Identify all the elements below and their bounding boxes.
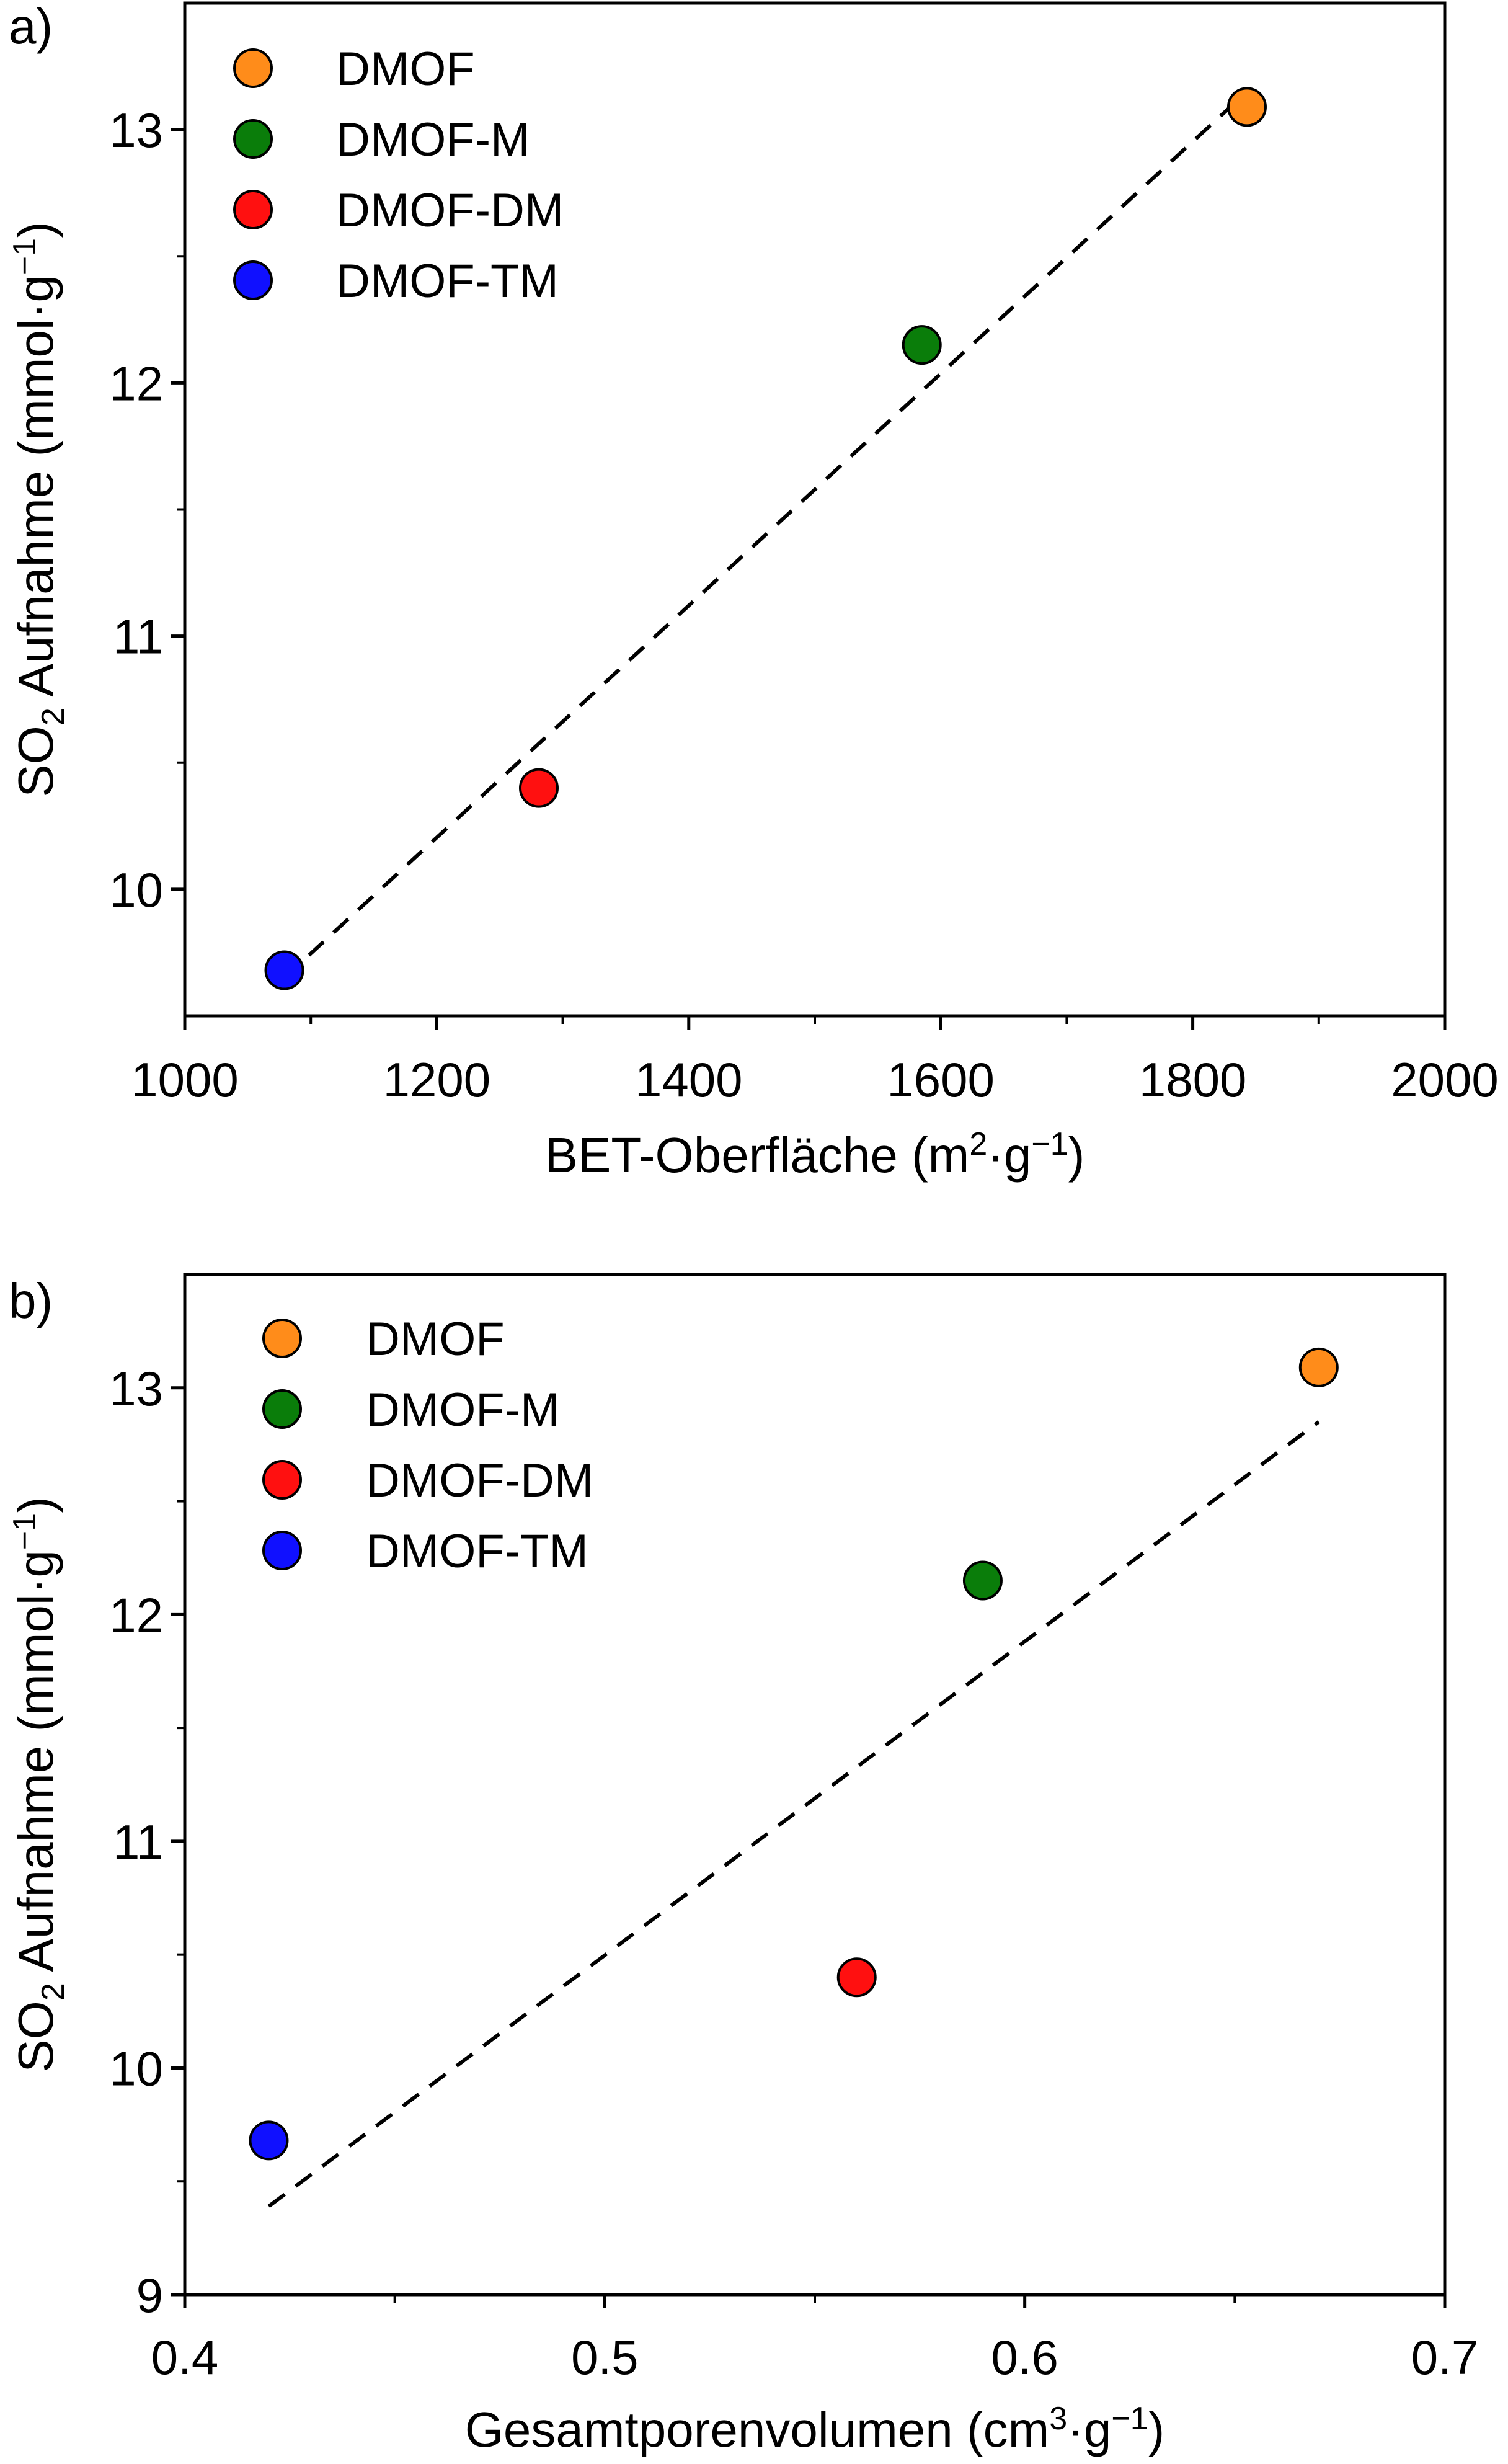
legend-marker [233, 260, 273, 300]
chart-panel-a: a)1000 1200 1400 1600 1800 200010111213DMOFDM… [7, 0, 1499, 1183]
legend-marker [262, 1389, 302, 1429]
x-tick-label: 0.7 [1411, 2330, 1478, 2385]
data-point-dmof-m [962, 1560, 1003, 1601]
x-tick-label: 2000 [1391, 1052, 1499, 1107]
y-tick-label: 12 [109, 1588, 163, 1642]
legend-marker [262, 1319, 302, 1358]
x-axis-label: Gesamtporenvolumen (cm3·g−1) [465, 2401, 1165, 2457]
y-tick-label: 12 [109, 356, 163, 411]
data-point-dmof-tm [264, 950, 304, 990]
y-axis-label: SO2 Aufnahme (mmol·g−1) [7, 221, 71, 798]
x-tick-label: 1800 [1139, 1052, 1247, 1107]
legend-marker [262, 1460, 302, 1500]
x-tick-label: 1600 [887, 1052, 995, 1107]
panel-label: a) [9, 0, 53, 54]
legend-marker [233, 48, 273, 88]
x-tick-label: 1000 [131, 1052, 239, 1107]
panel-label: b) [9, 1273, 53, 1328]
y-axis-label: SO2 Aufnahme (mmol·g−1) [7, 1497, 71, 2073]
x-tick-label: 1400 [635, 1052, 743, 1107]
x-tick-label: 0.6 [991, 2330, 1058, 2385]
legend-label: DMOF-M [366, 1384, 559, 1436]
legend-label: DMOF-TM [336, 255, 559, 308]
y-tick-label: 9 [136, 2268, 163, 2323]
data-point-dmof [1226, 87, 1267, 127]
data-point-dmof-dm [836, 1957, 877, 1998]
data-point-dmof-tm [249, 2120, 289, 2161]
x-axis-label: BET-Oberfläche (m2·g−1) [545, 1126, 1085, 1183]
x-tick-label: 0.4 [151, 2330, 218, 2385]
y-tick-label: 11 [113, 1815, 163, 1869]
y-tick-label: 13 [109, 103, 163, 158]
legend-label: DMOF-M [336, 113, 530, 166]
legend-label: DMOF [366, 1313, 505, 1366]
legend-marker [233, 190, 273, 229]
legend-label: DMOF-DM [366, 1454, 593, 1507]
chart-panel-b: b) 0.4 0.5 0.6 0.7 9 10 11 12 13 DMOF DMOF-M DMOF-DM… [7, 1273, 1478, 2457]
x-tick-label: 0.5 [571, 2330, 638, 2385]
x-tick-label: 1200 [383, 1052, 491, 1107]
legend: DMOF DMOF-M DMOF-DM DMOF-TM [262, 1313, 593, 1578]
legend-label: DMOF [336, 43, 475, 96]
legend-marker [233, 119, 273, 159]
legend-marker [262, 1531, 302, 1570]
fit-line [267, 1420, 1320, 2208]
data-point-dmof [1298, 1347, 1339, 1387]
legend: DMOF DMOF-M DMOF-DM DMOF-TM [233, 43, 564, 308]
legend-label: DMOF-DM [336, 184, 564, 237]
y-tick-label: 13 [109, 1361, 163, 1416]
fit-line [283, 90, 1249, 979]
y-tick-label: 10 [109, 2041, 163, 2096]
y-tick-label: 10 [109, 863, 163, 917]
legend-label: DMOF-TM [366, 1525, 588, 1578]
data-point-dmof-dm [518, 768, 559, 808]
y-tick-label: 11 [113, 610, 163, 664]
data-point-dmof-m [902, 325, 942, 365]
